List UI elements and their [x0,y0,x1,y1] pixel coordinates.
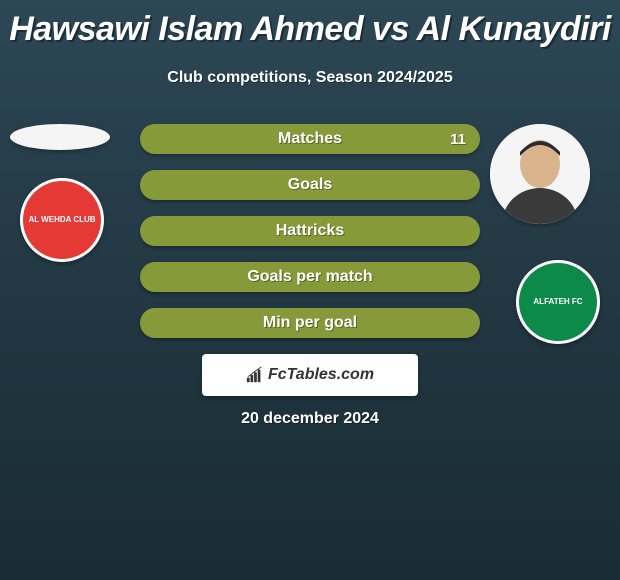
stat-label: Goals per match [247,268,372,286]
source-badge: FcTables.com [202,354,418,396]
stat-row-hattricks: Hattricks [140,216,480,246]
player-right-avatar [490,124,590,224]
player-left-avatar [10,124,110,150]
date-label: 20 december 2024 [0,410,620,428]
club-right-name: ALFATEH FC [533,298,582,307]
club-right-badge: ALFATEH FC [516,260,600,344]
stat-row-mpg: Min per goal [140,308,480,338]
stats-list: Matches 11 Goals Hattricks Goals per mat… [140,124,480,354]
stat-row-gpm: Goals per match [140,262,480,292]
club-left-badge: AL WEHDA CLUB [20,178,104,262]
stat-label: Goals [288,176,332,194]
stat-row-matches: Matches 11 [140,124,480,154]
subtitle: Club competitions, Season 2024/2025 [0,69,620,87]
stat-row-goals: Goals [140,170,480,200]
stat-label: Hattricks [276,222,344,240]
source-label: FcTables.com [268,366,374,384]
stat-value-right: 11 [450,131,466,148]
page-title: Hawsawi Islam Ahmed vs Al Kunaydiri [0,0,620,49]
chart-icon [246,366,264,384]
club-left-name: AL WEHDA CLUB [28,216,95,225]
stat-label: Min per goal [263,314,357,332]
stat-label: Matches [278,130,342,148]
